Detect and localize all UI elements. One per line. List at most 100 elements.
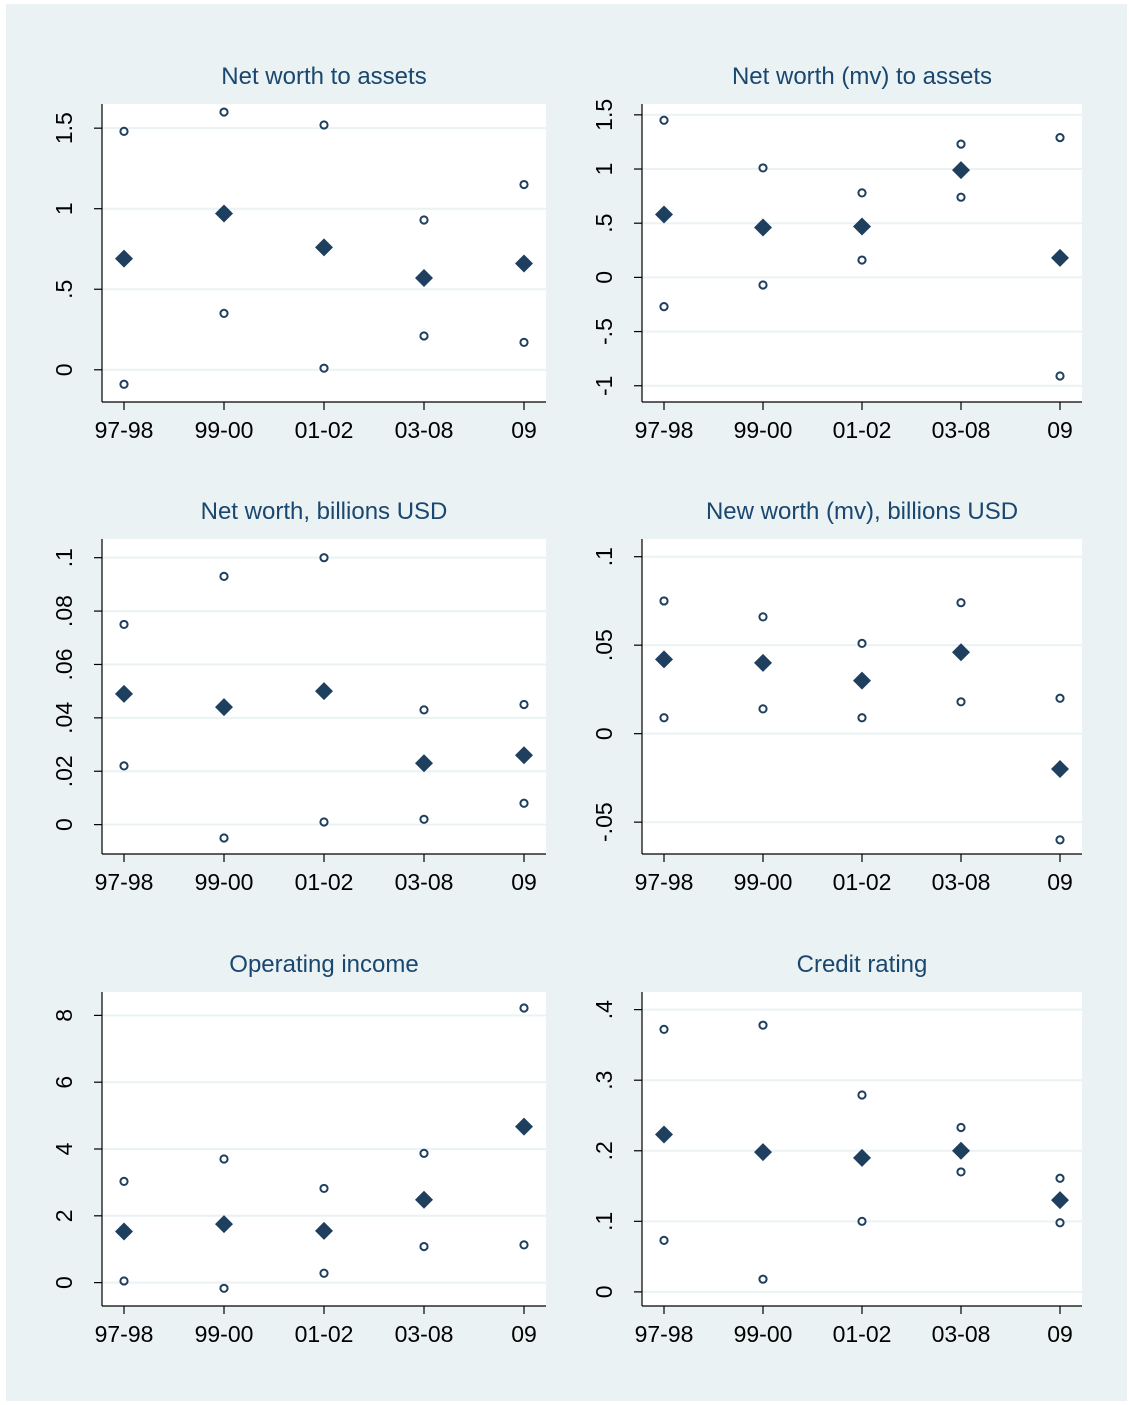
circle-marker	[659, 713, 669, 723]
y-tick-label: .5	[51, 280, 77, 299]
chart-title: Net worth, billions USD	[201, 498, 448, 525]
x-tick-label: 03-08	[395, 417, 454, 443]
circle-marker	[1055, 693, 1065, 703]
diamond-marker	[415, 268, 433, 287]
circle-marker	[319, 553, 329, 563]
x-tick-label: 01-02	[295, 869, 354, 895]
y-tick-label: 0	[51, 818, 77, 831]
x-tick-label: 97-98	[635, 417, 694, 443]
circle-marker	[659, 596, 669, 606]
circle-marker	[758, 280, 768, 290]
diamond-marker	[952, 1141, 970, 1160]
circle-marker	[758, 704, 768, 714]
x-tick-label: 01-02	[295, 1321, 354, 1347]
x-tick-label: 09	[511, 417, 537, 443]
y-tick-label: .3	[591, 1071, 617, 1090]
diamond-marker	[515, 1117, 533, 1136]
diamond-marker	[215, 1215, 233, 1234]
circle-marker	[119, 1176, 129, 1187]
x-tick-label: 99-00	[734, 1321, 793, 1347]
diamond-marker	[754, 218, 772, 237]
y-tick-label: 2	[51, 1209, 77, 1222]
circle-marker	[119, 126, 129, 136]
circle-marker	[659, 115, 669, 125]
x-tick-label: 03-08	[932, 417, 991, 443]
circle-marker	[857, 638, 867, 649]
diamond-marker	[952, 161, 970, 180]
diamond-marker	[215, 204, 233, 223]
diamond-marker	[853, 217, 871, 236]
circle-marker	[659, 1235, 669, 1245]
y-tick-label: 4	[51, 1142, 77, 1155]
x-tick-label: 01-02	[833, 869, 892, 895]
x-tick-label: 99-00	[734, 417, 793, 443]
y-tick-label: .1	[591, 1212, 617, 1231]
y-tick-label: 0	[51, 1276, 77, 1289]
y-tick-label: .4	[591, 1000, 617, 1019]
y-tick-label: -1	[591, 376, 617, 396]
x-tick-label: 09	[1047, 869, 1073, 895]
chart-panel-1: 0 .5 1 1.5 97-98 99-00 01-02 03-08 09 Net worth t…	[51, 63, 546, 443]
x-tick-label: 99-00	[734, 869, 793, 895]
circle-marker	[956, 1122, 966, 1133]
circle-marker	[119, 379, 129, 389]
diamond-marker	[115, 1222, 133, 1241]
circle-marker	[519, 798, 529, 808]
x-tick-label: 03-08	[395, 1321, 454, 1347]
circle-marker	[119, 1276, 129, 1286]
circle-marker	[956, 1167, 966, 1177]
circle-marker	[419, 1241, 429, 1252]
diamond-marker	[115, 249, 133, 268]
x-tick-label: 97-98	[95, 869, 154, 895]
chart-panel-5: 0 2 4 6 8 97-98 99-00 01-02 03-08 09 Operating inc…	[51, 951, 546, 1347]
circle-marker	[519, 337, 529, 347]
circle-marker	[857, 188, 867, 198]
chart-title: New worth (mv), billions USD	[706, 498, 1018, 525]
chart-title: Net worth (mv) to assets	[732, 63, 992, 90]
diamond-marker	[315, 682, 333, 701]
circle-marker	[319, 1268, 329, 1278]
x-tick-label: 99-00	[195, 869, 254, 895]
circle-marker	[857, 713, 867, 723]
y-tick-label: .08	[51, 595, 77, 627]
y-tick-label: .06	[51, 648, 77, 680]
circle-marker	[219, 1154, 229, 1164]
circle-marker	[419, 705, 429, 715]
y-tick-label: .1	[591, 547, 617, 566]
y-tick-label: .04	[51, 702, 77, 734]
circle-marker	[758, 1020, 768, 1030]
circle-marker	[857, 255, 867, 265]
diamond-marker	[655, 1125, 673, 1144]
diamond-marker	[952, 643, 970, 662]
x-tick-label: 09	[1047, 1321, 1073, 1347]
circle-marker	[857, 1090, 867, 1100]
x-tick-label: 01-02	[295, 417, 354, 443]
chart-panel-2: -1 -.5 0 .5 1 1.5 97-98 99-00 01-02 03-08 09 Net wo…	[591, 63, 1082, 443]
diamond-marker	[853, 671, 871, 690]
y-tick-label: .05	[591, 629, 617, 661]
x-tick-label: 09	[1047, 417, 1073, 443]
circle-marker	[419, 331, 429, 341]
diamond-marker	[754, 653, 772, 672]
circle-marker	[956, 192, 966, 202]
circle-marker	[956, 139, 966, 149]
y-tick-label: 1	[591, 163, 617, 176]
y-tick-label: .2	[591, 1141, 617, 1160]
x-tick-label: 97-98	[95, 417, 154, 443]
y-tick-label: .02	[51, 755, 77, 787]
circle-marker	[219, 308, 229, 319]
circle-marker	[219, 107, 229, 117]
y-tick-label: -.05	[591, 802, 617, 842]
circle-marker	[1055, 371, 1065, 381]
diamond-marker	[1051, 248, 1069, 267]
circle-marker	[758, 612, 768, 622]
y-tick-label: 1.5	[51, 112, 77, 144]
y-tick-label: 0	[51, 363, 77, 376]
x-tick-label: 01-02	[833, 417, 892, 443]
circle-marker	[219, 1283, 229, 1293]
diamond-marker	[853, 1148, 871, 1167]
circle-marker	[519, 179, 529, 190]
x-tick-label: 03-08	[932, 1321, 991, 1347]
diamond-marker	[655, 650, 673, 669]
